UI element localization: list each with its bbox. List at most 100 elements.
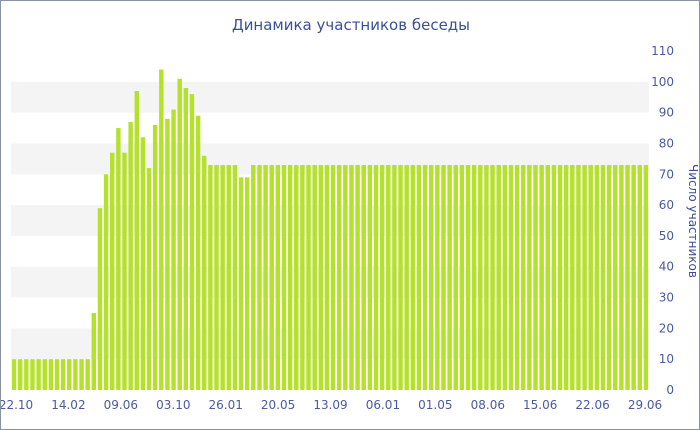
bar: [349, 165, 354, 390]
bar: [73, 359, 78, 390]
bar: [306, 165, 311, 390]
bar: [220, 165, 225, 390]
bar: [343, 165, 348, 390]
bar: [527, 165, 532, 390]
bar: [312, 165, 317, 390]
bar: [54, 359, 60, 390]
bar: [471, 165, 477, 390]
x-tick-label: 13.09: [313, 398, 347, 412]
bar: [165, 118, 170, 391]
bar: [490, 165, 495, 390]
bar: [404, 165, 409, 390]
y-tick-label: 0: [666, 383, 674, 397]
bar: [214, 165, 219, 390]
y-tick-label: 70: [659, 167, 674, 181]
bar: [97, 208, 103, 390]
bar: [330, 165, 336, 390]
bar: [60, 359, 66, 390]
bar: [453, 165, 458, 390]
bar: [103, 174, 109, 390]
x-tick-label: 01.05: [418, 398, 452, 412]
x-tick-label: 03.10: [156, 398, 190, 412]
bar: [281, 165, 287, 390]
bar: [263, 165, 268, 390]
bar: [183, 87, 189, 390]
bar: [429, 165, 434, 390]
bar: [631, 165, 636, 390]
bar: [11, 359, 17, 390]
bar: [539, 165, 544, 390]
bar: [171, 109, 176, 391]
y-tick-label: 110: [651, 44, 674, 58]
bar: [570, 165, 575, 390]
bar: [521, 165, 526, 390]
bar: [42, 359, 47, 390]
x-tick-label: 14.02: [51, 398, 85, 412]
bar: [484, 165, 489, 390]
bar: [24, 359, 29, 390]
bar: [275, 165, 281, 390]
bar: [410, 165, 416, 390]
bar: [257, 165, 262, 390]
y-tick-label: 50: [659, 229, 674, 243]
bar: [244, 177, 250, 390]
bar: [379, 165, 385, 390]
bar: [116, 128, 121, 391]
bar: [508, 165, 514, 390]
bar: [318, 165, 324, 390]
bar: [367, 165, 373, 390]
bar: [557, 165, 563, 390]
bars: [11, 69, 649, 391]
bar: [459, 165, 465, 390]
bar: [588, 165, 593, 390]
bar: [441, 165, 446, 390]
y-tick-label: 80: [659, 136, 674, 150]
bar: [478, 165, 483, 390]
bar: [128, 121, 133, 390]
bar: [251, 165, 256, 390]
y-tick-label: 100: [651, 75, 674, 89]
bar: [36, 359, 41, 390]
x-tick-label: 22.10: [1, 398, 33, 412]
y-tick-label: 90: [659, 106, 674, 120]
bar: [637, 165, 643, 390]
bar: [416, 165, 422, 390]
bar: [91, 312, 97, 390]
bar: [122, 152, 127, 390]
bar: [625, 165, 630, 390]
x-tick-label: 20.05: [261, 398, 295, 412]
bar: [134, 91, 139, 390]
bar: [582, 165, 587, 390]
bar: [619, 165, 624, 390]
bar: [30, 359, 35, 390]
bar: [177, 78, 182, 391]
y-tick-label: 30: [659, 291, 674, 305]
grid-band: [11, 81, 649, 113]
bar: [208, 165, 213, 390]
y-tick-label: 20: [659, 321, 674, 335]
chart-title: Динамика участников беседы: [232, 16, 470, 34]
bar: [324, 165, 330, 390]
bar: [48, 359, 54, 390]
bar: [152, 124, 158, 391]
y-axis-ticks: 0 10 20 30 40 50 60 70 80 90 100 110: [651, 44, 674, 397]
bar: [563, 165, 569, 390]
bar: [195, 115, 201, 390]
x-tick-label: 09.06: [104, 398, 138, 412]
y-tick-label: 40: [659, 260, 674, 274]
bar: [85, 359, 90, 390]
x-tick-label: 29.06: [628, 398, 662, 412]
bar: [496, 165, 501, 390]
bar: [355, 165, 360, 390]
bar: [502, 165, 508, 390]
bar: [140, 137, 146, 390]
bar: [643, 165, 649, 390]
bar: [67, 359, 72, 390]
bar: [232, 165, 238, 390]
bar: [189, 94, 195, 391]
y-tick-label: 60: [659, 198, 674, 212]
bar: [79, 359, 84, 390]
bar: [287, 165, 293, 390]
